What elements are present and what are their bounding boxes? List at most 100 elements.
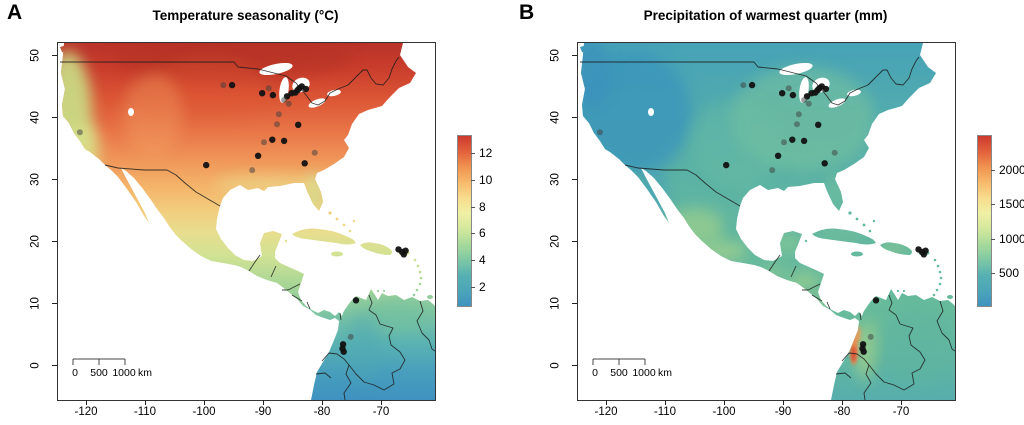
y-axis-tick: [52, 303, 57, 304]
sample-point: [285, 100, 292, 107]
x-axis-tick: [144, 400, 146, 405]
x-axis-tick: [723, 400, 725, 405]
sample-point: [769, 167, 776, 174]
y-axis-tick-label: 10: [549, 297, 562, 310]
y-axis-tick-label: 0: [549, 362, 562, 369]
y-axis-tick-label: 50: [29, 49, 42, 62]
sample-point: [785, 85, 792, 92]
svg-text:500: 500: [610, 367, 628, 379]
y-axis-tick-label: 20: [29, 235, 42, 248]
y-axis-tick-label: 50: [549, 49, 562, 62]
colorbar-tick-label: 4: [479, 253, 486, 268]
sample-point: [774, 152, 782, 159]
panel-a: A Temperature seasonality (°C) 0 500 100…: [7, 1, 493, 418]
map-canvas: [60, 43, 435, 400]
country-borders: [60, 56, 435, 400]
sample-point: [261, 139, 267, 146]
colorbar-tick: [471, 287, 475, 289]
x-axis-tick-label: -80: [833, 406, 851, 418]
sample-point: [280, 137, 288, 145]
sample-point: [596, 129, 603, 136]
colorbar-tick: [471, 233, 475, 235]
panel-a-title: Temperature seasonality (°C): [152, 8, 339, 23]
colorbar-tick-label: 2000: [999, 163, 1024, 178]
colorbar-tick: [991, 238, 995, 240]
sample-point: [723, 161, 730, 169]
land-raster: [60, 43, 435, 400]
sample-point: [860, 348, 867, 355]
y-axis-tick: [572, 365, 577, 366]
colorbar-tick-label: 6: [479, 226, 486, 241]
sample-point: [822, 85, 830, 93]
x-axis-tick-label: -110: [133, 406, 157, 418]
sample-point: [301, 160, 308, 167]
sample-point: [76, 129, 83, 136]
sample-point: [274, 121, 280, 128]
x-axis-tick-label: -110: [653, 406, 677, 418]
sample-point: [254, 152, 262, 159]
sample-point: [269, 136, 276, 143]
x-axis-tick-label: -70: [372, 406, 390, 418]
panel-b-label: B: [519, 1, 535, 24]
y-axis-tick: [52, 55, 57, 56]
colorbar-tick: [471, 260, 475, 262]
panel-a-label: A: [7, 1, 23, 24]
x-axis-tick: [664, 400, 666, 405]
x-axis-tick-label: -90: [254, 406, 272, 418]
sample-point: [249, 167, 256, 174]
sample-point: [347, 333, 354, 340]
y-axis-tick: [572, 241, 577, 242]
sample-point: [815, 121, 822, 128]
sample-point: [795, 111, 802, 118]
svg-text:km: km: [138, 367, 152, 379]
map-plot-b: 0 500 1000 km: [577, 42, 956, 401]
x-axis-tick: [605, 400, 607, 405]
x-axis-tick: [321, 400, 323, 405]
colorbar-tick: [991, 272, 995, 274]
sample-point: [867, 333, 874, 340]
sample-point: [789, 136, 796, 143]
sample-points-layer: [596, 81, 929, 355]
y-axis-tick: [52, 179, 57, 180]
y-axis-tick: [572, 179, 577, 180]
sample-point: [801, 97, 808, 103]
x-axis-tick: [841, 400, 843, 405]
sample-point: [281, 97, 288, 103]
x-axis-tick-label: -80: [313, 406, 331, 418]
x-axis-tick: [85, 400, 87, 405]
sample-point: [740, 82, 747, 89]
panel-b-title: Precipitation of warmest quarter (mm): [643, 8, 888, 23]
colorbar-tick-label: 10: [479, 172, 493, 187]
sample-point: [311, 149, 318, 156]
colorbar: [977, 135, 992, 307]
svg-text:1000: 1000: [112, 367, 136, 379]
svg-text:500: 500: [90, 367, 108, 379]
sample-points-layer: [76, 81, 409, 355]
sample-point: [269, 91, 277, 99]
colorbar: [457, 135, 472, 307]
x-axis-tick: [203, 400, 205, 405]
sample-point: [302, 85, 310, 93]
sample-point: [800, 137, 808, 145]
x-axis-tick-label: -70: [892, 406, 910, 418]
sample-point: [779, 90, 786, 97]
colorbar-tick-label: 2: [479, 280, 486, 295]
panel-b: B Precipitation of warmest quarter (mm) …: [512, 0, 1024, 425]
x-axis-tick-label: -100: [192, 406, 216, 418]
y-axis-tick-label: 0: [29, 362, 42, 369]
scale-bar: 0 500 1000 km: [592, 358, 672, 379]
y-axis-tick-label: 40: [549, 111, 562, 124]
x-axis-tick-label: -90: [774, 406, 792, 418]
x-axis-tick-label: -120: [594, 406, 618, 418]
colorbar-tick-label: 1000: [999, 231, 1024, 246]
map-plot-a: 0 500 1000 km: [57, 42, 436, 401]
colorbar-tick: [991, 170, 995, 172]
country-borders: [580, 56, 955, 400]
colorbar-tick-label: 500: [999, 265, 1020, 280]
sample-point: [340, 348, 347, 355]
colorbar-tick-label: 8: [479, 199, 486, 214]
sample-point: [352, 297, 360, 304]
y-axis-tick: [52, 365, 57, 366]
y-axis-tick-label: 10: [29, 297, 42, 310]
